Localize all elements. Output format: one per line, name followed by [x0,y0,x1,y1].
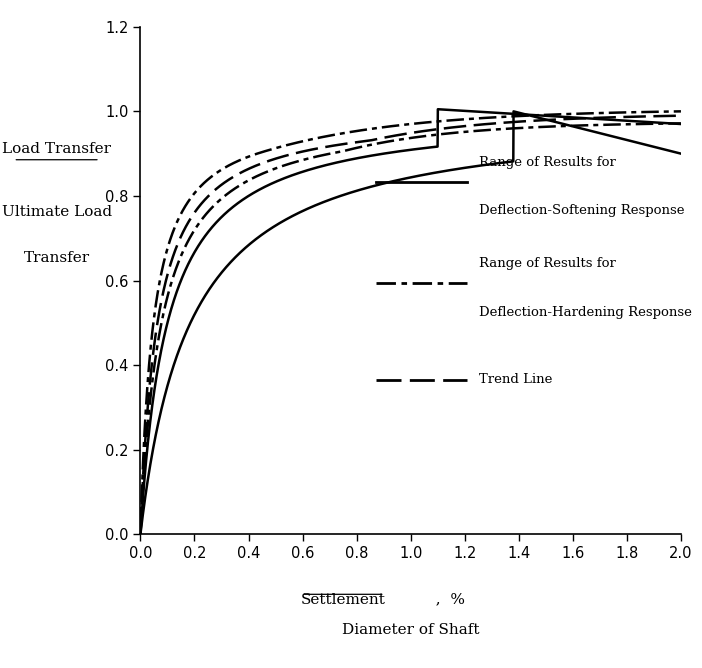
Text: Ultimate Load: Ultimate Load [1,205,112,219]
Text: Trend Line: Trend Line [479,373,552,386]
Text: Deflection-Hardening Response: Deflection-Hardening Response [479,306,692,319]
Text: Load Transfer: Load Transfer [2,142,111,156]
Text: Transfer: Transfer [24,250,90,265]
Text: Diameter of Shaft: Diameter of Shaft [342,623,479,637]
Text: Range of Results for: Range of Results for [479,257,616,271]
Text: Settlement: Settlement [300,593,385,607]
Text: ,  %: , % [426,593,465,607]
Text: Deflection-Softening Response: Deflection-Softening Response [479,204,685,217]
Text: Range of Results for: Range of Results for [479,156,616,169]
